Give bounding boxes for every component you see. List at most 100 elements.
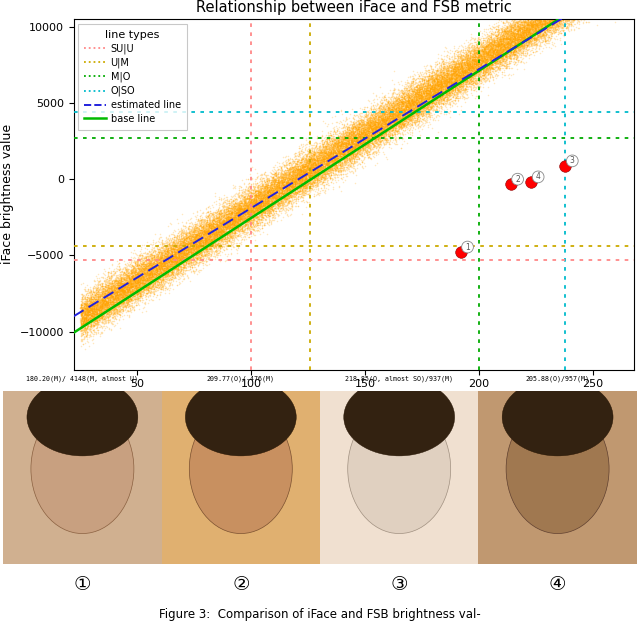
Point bbox=[180, 229, 191, 240]
Point bbox=[78, 316, 88, 326]
Point bbox=[216, 221, 226, 231]
Point bbox=[176, 238, 186, 248]
Point bbox=[527, 38, 537, 48]
Point bbox=[515, 21, 525, 32]
Point bbox=[373, 109, 383, 119]
Point bbox=[308, 158, 319, 168]
Point bbox=[464, 62, 474, 72]
Point bbox=[156, 276, 166, 286]
Point bbox=[254, 198, 264, 208]
Point bbox=[77, 326, 87, 336]
Point bbox=[136, 260, 146, 270]
Point bbox=[328, 159, 338, 169]
Point bbox=[205, 243, 215, 253]
Point bbox=[492, 54, 502, 64]
Point bbox=[526, 30, 536, 40]
Point bbox=[459, 58, 469, 68]
Point bbox=[332, 142, 342, 152]
Point bbox=[335, 152, 345, 162]
Point bbox=[207, 238, 218, 248]
Point bbox=[320, 150, 330, 161]
Point bbox=[529, 38, 539, 48]
Point bbox=[406, 92, 416, 102]
Point bbox=[89, 307, 99, 317]
Point bbox=[102, 289, 113, 300]
Point bbox=[535, 24, 545, 34]
Point bbox=[257, 217, 268, 228]
Point bbox=[281, 169, 291, 179]
Point bbox=[255, 186, 266, 197]
Point bbox=[221, 234, 232, 244]
Point bbox=[96, 287, 106, 297]
Point bbox=[113, 301, 124, 311]
Point bbox=[494, 25, 504, 35]
Point bbox=[534, 36, 544, 46]
Point bbox=[104, 306, 115, 316]
Point bbox=[216, 226, 226, 236]
Point bbox=[118, 287, 129, 297]
Point bbox=[312, 179, 323, 190]
Point bbox=[319, 139, 330, 149]
Point bbox=[111, 291, 121, 301]
Point bbox=[450, 95, 460, 105]
Point bbox=[173, 267, 183, 277]
Point bbox=[314, 150, 324, 160]
Point bbox=[139, 253, 149, 263]
Point bbox=[401, 108, 412, 118]
Point bbox=[532, 15, 542, 25]
Point bbox=[136, 267, 147, 277]
Point bbox=[342, 145, 353, 155]
Point bbox=[303, 146, 313, 156]
Point bbox=[275, 184, 285, 194]
Point bbox=[397, 102, 407, 112]
Point bbox=[175, 253, 186, 263]
Point bbox=[492, 52, 502, 63]
Point bbox=[193, 230, 203, 240]
Point bbox=[337, 116, 348, 126]
Point bbox=[141, 266, 151, 276]
Point bbox=[330, 147, 340, 157]
Point bbox=[178, 266, 188, 276]
Point bbox=[413, 112, 423, 123]
Point bbox=[362, 117, 372, 127]
Point bbox=[146, 282, 156, 292]
Point bbox=[291, 193, 301, 204]
Point bbox=[285, 190, 295, 200]
Point bbox=[397, 119, 408, 130]
Point bbox=[214, 224, 224, 234]
Point bbox=[282, 169, 292, 179]
Point bbox=[543, 24, 554, 34]
Point bbox=[259, 185, 269, 195]
Point bbox=[378, 129, 388, 139]
Point bbox=[508, 16, 518, 26]
Point bbox=[257, 176, 268, 186]
Point bbox=[325, 147, 335, 157]
Point bbox=[479, 44, 490, 54]
Point bbox=[157, 253, 168, 263]
Point bbox=[364, 134, 374, 144]
Point bbox=[335, 145, 346, 155]
Point bbox=[458, 63, 468, 73]
Point bbox=[452, 62, 462, 72]
Point bbox=[369, 115, 380, 125]
Point bbox=[145, 264, 155, 274]
Point bbox=[465, 62, 475, 72]
Point bbox=[436, 78, 446, 88]
Point bbox=[236, 206, 246, 216]
Point bbox=[463, 54, 473, 64]
Point bbox=[205, 219, 216, 229]
Point bbox=[124, 283, 134, 293]
Point bbox=[138, 258, 148, 268]
Point bbox=[357, 138, 367, 148]
Point bbox=[188, 238, 198, 248]
Point bbox=[295, 162, 305, 173]
Point bbox=[300, 153, 310, 163]
Point bbox=[461, 47, 472, 58]
Point bbox=[528, 25, 538, 35]
Point bbox=[113, 300, 123, 310]
Point bbox=[501, 55, 511, 65]
Point bbox=[97, 295, 108, 305]
Point bbox=[168, 245, 178, 255]
Point bbox=[321, 155, 332, 166]
Point bbox=[407, 99, 417, 109]
